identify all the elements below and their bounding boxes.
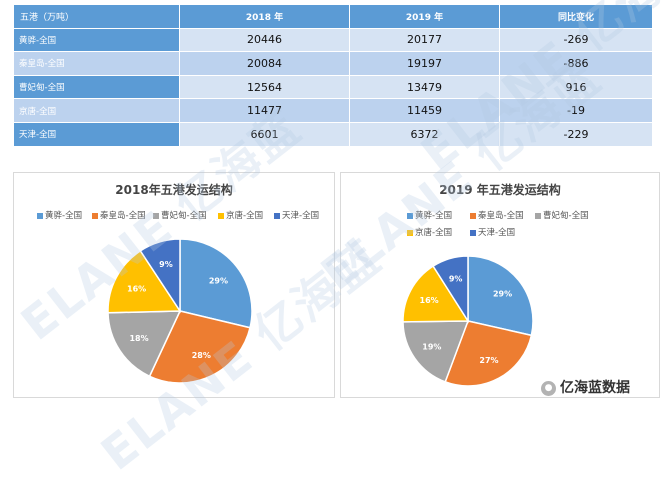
legend-item: 京唐-全国 xyxy=(218,209,263,221)
slice-percent-label: 27% xyxy=(479,356,498,365)
legend-label: 天津-全国 xyxy=(478,228,516,238)
chat-bubble-icon: ● xyxy=(541,380,556,396)
value-2019: 6372 xyxy=(349,121,500,147)
legend-label: 秦皇岛-全国 xyxy=(100,211,146,221)
pie-slice xyxy=(402,320,470,383)
port-name: 黄骅-全国 xyxy=(13,27,180,53)
slice-percent-label: 16% xyxy=(127,284,146,293)
pie-slice xyxy=(148,310,251,384)
value-change: -886 xyxy=(499,51,653,76)
legend-swatch xyxy=(218,212,224,219)
pie-slice xyxy=(444,320,533,387)
value-change: -229 xyxy=(499,121,653,147)
legend-label: 曹妃甸-全国 xyxy=(543,211,589,221)
legend-swatch xyxy=(535,212,541,219)
table-row: 秦皇岛-全国 20084 19197 -886 xyxy=(13,51,653,76)
legend-label: 京唐-全国 xyxy=(415,228,453,238)
header-2019: 2019 年 xyxy=(349,4,500,29)
slice-percent-label: 16% xyxy=(420,296,439,305)
legend-item: 黄骅-全国 xyxy=(407,209,452,221)
port-name: 京唐-全国 xyxy=(13,98,180,123)
port-shipment-table: 五港（万吨） 2018 年 2019 年 同比变化 黄骅-全国 20446 20… xyxy=(13,4,653,147)
legend-swatch xyxy=(274,212,280,219)
value-2018: 11477 xyxy=(179,98,350,123)
legend-swatch xyxy=(407,212,413,219)
table-row: 天津-全国 6601 6372 -229 xyxy=(13,121,653,147)
legend-label: 秦皇岛-全国 xyxy=(478,211,524,221)
legend-item: 天津-全国 xyxy=(470,226,515,238)
port-name: 秦皇岛-全国 xyxy=(13,51,180,76)
legend-item: 黄骅-全国 xyxy=(37,209,82,221)
pie-slice xyxy=(402,265,470,323)
chart-title: 2019 年五港发运结构 xyxy=(439,183,561,197)
pie-slice xyxy=(139,238,181,314)
legend-item: 曹妃甸-全国 xyxy=(153,209,207,221)
pie-plot: 29% 27% 19% 16% 9% xyxy=(402,255,534,387)
brand-text: 亿海蓝数据 xyxy=(560,380,630,396)
value-2019: 19197 xyxy=(349,51,500,76)
chart-title: 2018年五港发运结构 xyxy=(115,183,233,197)
legend-swatch xyxy=(92,212,98,219)
table-header-row: 五港（万吨） 2018 年 2019 年 同比变化 xyxy=(13,4,653,29)
port-name: 天津-全国 xyxy=(13,121,180,147)
legend-item: 秦皇岛-全国 xyxy=(92,209,146,221)
pie-slice xyxy=(107,310,182,378)
pie-plot: 29% 28% 18% 16% 9% xyxy=(107,238,253,384)
legend-swatch xyxy=(470,212,476,219)
brand-footer: ● 亿海蓝数据 xyxy=(541,377,630,397)
value-change: -19 xyxy=(499,98,653,123)
slice-percent-label: 29% xyxy=(493,289,512,298)
header-port: 五港（万吨） xyxy=(13,4,180,29)
slice-percent-label: 29% xyxy=(209,277,228,286)
slice-percent-label: 9% xyxy=(449,275,463,284)
legend-label: 黄骅-全国 xyxy=(45,211,83,221)
legend-item: 秦皇岛-全国 xyxy=(470,209,524,221)
legend-swatch xyxy=(470,229,476,236)
value-change: 916 xyxy=(499,74,653,100)
value-2019: 11459 xyxy=(349,98,500,123)
pie-slice xyxy=(467,255,534,337)
header-2018: 2018 年 xyxy=(179,4,350,29)
value-2018: 20084 xyxy=(179,51,350,76)
legend-item: 天津-全国 xyxy=(274,209,319,221)
legend-swatch xyxy=(153,212,159,219)
port-name: 曹妃甸-全国 xyxy=(13,74,180,100)
value-2019: 20177 xyxy=(349,27,500,53)
pie-chart-2019: 2019 年五港发运结构 黄骅-全国 秦皇岛-全国 曹妃甸-全国京唐-全国 天津-全国… xyxy=(340,172,660,398)
value-change: -269 xyxy=(499,27,653,53)
value-2018: 12564 xyxy=(179,74,350,100)
legend-item: 京唐-全国 xyxy=(407,226,452,238)
slice-percent-label: 9% xyxy=(159,260,173,269)
value-2018: 6601 xyxy=(179,121,350,147)
legend-label: 曹妃甸-全国 xyxy=(161,211,207,221)
pie-slice xyxy=(432,255,469,324)
legend-item: 曹妃甸-全国 xyxy=(535,209,589,221)
slice-percent-label: 28% xyxy=(192,351,211,360)
table-row: 京唐-全国 11477 11459 -19 xyxy=(13,98,653,123)
pie-slice xyxy=(179,238,253,329)
table-row: 曹妃甸-全国 12564 13479 916 xyxy=(13,74,653,100)
legend-label: 天津-全国 xyxy=(282,211,320,221)
legend-swatch xyxy=(407,229,413,236)
slice-percent-label: 19% xyxy=(422,342,441,351)
legend-label: 京唐-全国 xyxy=(226,211,264,221)
pie-slice xyxy=(107,249,182,314)
pie-chart-2018: 2018年五港发运结构 黄骅-全国 秦皇岛-全国 曹妃甸-全国 京唐-全国 天津-全国 … xyxy=(13,172,335,398)
value-2019: 13479 xyxy=(349,74,500,100)
table-row: 黄骅-全国 20446 20177 -269 xyxy=(13,27,653,53)
value-2018: 20446 xyxy=(179,27,350,53)
slice-percent-label: 18% xyxy=(129,334,148,343)
header-change: 同比变化 xyxy=(499,4,653,29)
legend-swatch xyxy=(37,212,43,219)
legend-label: 黄骅-全国 xyxy=(415,211,453,221)
